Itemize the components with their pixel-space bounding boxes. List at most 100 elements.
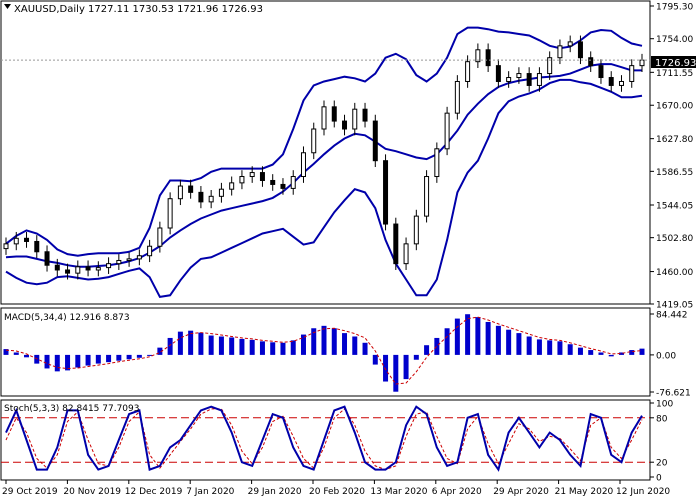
macd-bar [331,328,337,355]
price-ohlc: 1727.11 1730.53 1721.96 1726.93 [88,4,263,15]
macd-bar [270,342,276,355]
macd-bar [188,330,194,355]
macd-bar [167,337,173,355]
candle-body [547,57,553,75]
macd-bar [249,339,255,355]
macd-bar [116,354,122,361]
macd-bar [24,354,30,358]
macd-bar [300,334,306,355]
price-y-tick-label: 1419.05 [656,301,693,311]
last-price-box [651,56,696,68]
x-tick-label: 29 Apr 2020 [493,487,549,497]
macd-bar [126,354,132,360]
macd-bar [547,340,553,355]
macd-bar [177,331,183,355]
stoch-y-tick-label: 0 [656,474,662,484]
candle-body [239,176,245,184]
price-y-tick-label: 1544.05 [656,201,693,211]
macd-bar [475,317,481,355]
candle-body [34,240,40,253]
collapse-triangle-icon[interactable] [4,4,11,9]
candle-body [383,160,389,225]
macd-bar [588,350,594,355]
candle-body [629,65,635,82]
macd-y-tick-label: 0.00 [656,351,676,361]
candle-body [639,59,645,67]
macd-bar [3,349,9,355]
last-price-label: 1726.93 [655,58,696,69]
macd-bar [85,354,91,366]
bollinger-lower-line [5,78,643,298]
macd-bar [136,354,142,358]
x-tick-label: 12 Dec 2019 [125,487,183,497]
x-tick-label: 21 May 2020 [555,487,614,497]
macd-bar [516,333,522,355]
candle-body [413,215,419,245]
macd-bar [567,344,573,355]
candle-body [516,73,522,79]
macd-bar [629,350,635,355]
stoch-y-tick-label: 100 [656,400,673,410]
macd-bar [608,354,614,357]
candle-body [475,49,481,63]
candle-body [44,251,50,266]
candle-body [75,266,81,274]
price-pane-frame [0,0,651,305]
candle-body [13,237,19,245]
price-y-tick-label: 1754.00 [656,35,693,45]
stoch-d-line [5,408,643,471]
candle-body [126,258,132,261]
candle-body [536,73,542,86]
x-tick-label: 29 Jan 2020 [248,487,302,497]
macd-bar [259,341,265,355]
macd-bar [536,339,542,355]
macd-pane-frame [0,307,651,397]
x-tick-label: 20 Feb 2020 [309,487,365,497]
macd-bar [393,354,399,392]
bollinger-middle-line [5,63,642,268]
candle-body [331,106,337,122]
macd-header: MACD(5,34,4) 12.916 8.873 [4,313,130,323]
stoch-y-tick-label: 80 [656,414,668,424]
macd-bar [352,336,358,355]
price-y-tick-label: 1460.00 [656,268,693,278]
stoch-k-line [5,405,643,472]
candle-body [465,61,471,82]
candle-body [95,267,101,271]
macd-bar [75,354,81,368]
macd-bar [639,348,645,355]
macd-bar [506,329,512,355]
x-tick-label: 6 Apr 2020 [432,487,482,497]
macd-bar [454,318,460,355]
macd-bar [424,345,430,355]
bollinger-upper-line [5,26,643,257]
candle-body [85,266,91,271]
macd-bar [54,354,60,372]
x-tick-label: 12 Jun 2020 [616,487,670,497]
macd-bar [229,337,235,355]
macd-bar [198,332,204,355]
candle-body [24,237,30,242]
macd-bar [208,335,214,355]
x-tick-label: 7 Jan 2020 [186,487,234,497]
candle-body [3,243,9,250]
candle-body [557,45,563,59]
candle-body [198,191,204,203]
candle-body [506,77,512,82]
macd-layer [3,314,645,392]
candle-body [598,65,604,79]
macd-bar [44,354,50,369]
macd-y-tick-label: 84.442 [656,311,688,321]
price-layer [1,26,650,298]
stoch-header: Stoch(5,3,3) 82.8415 77.7093 [4,404,139,414]
macd-bar [65,354,71,371]
candle-body [270,179,276,185]
x-tick-label: 13 Mar 2020 [370,487,427,497]
candle-body [352,108,358,130]
macd-bar [95,354,101,364]
candle-body [342,120,348,130]
candle-body [116,259,122,265]
candle-body [259,172,265,181]
